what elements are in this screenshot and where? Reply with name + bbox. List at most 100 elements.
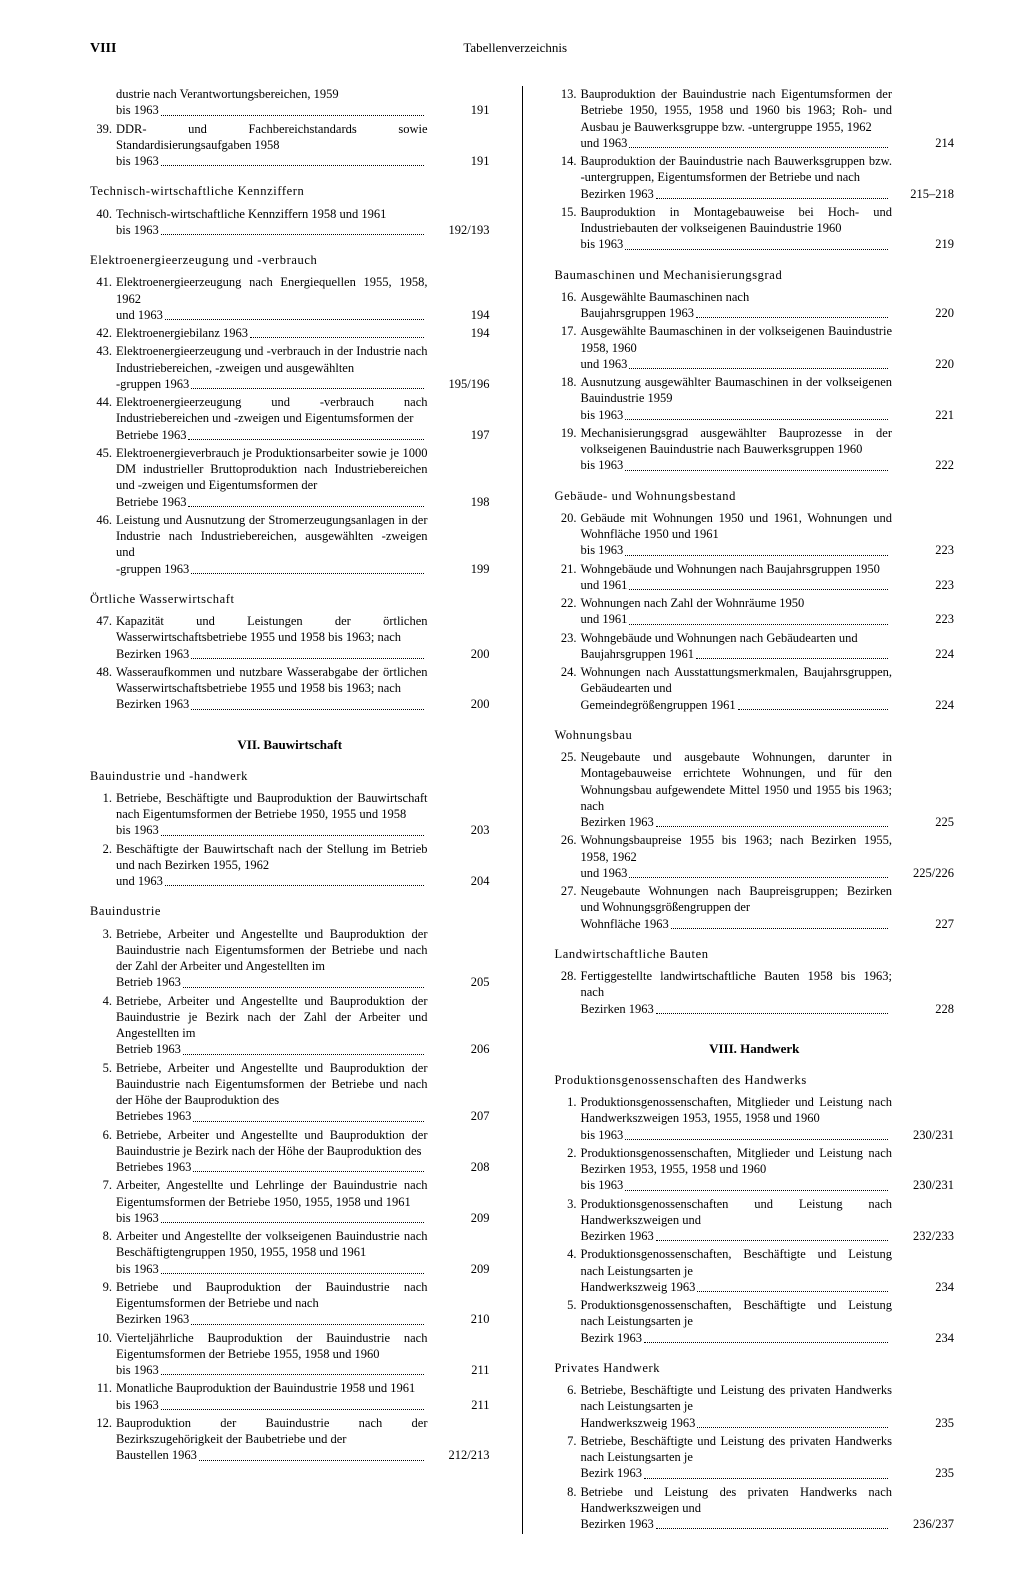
entry-number: 2. [90,841,116,857]
toc-entry: 48.Wasseraufkommen und nutzbare Wasserab… [90,664,490,713]
entry-text: Wohngebäude und Wohnungen nach Gebäudear… [581,630,893,646]
toc-entry: 15.Bauproduktion in Montagebauweise bei … [555,204,955,253]
entry-page: 220 [892,356,954,372]
entry-number: 14. [555,153,581,169]
entry-text: Wohnungsbaupreise 1955 bis 1963; nach Be… [581,832,893,865]
leader-dots [191,658,423,659]
toc-entry: 23.Wohngebäude und Wohnungen nach Gebäud… [555,630,955,663]
entry-page: 235 [892,1415,954,1431]
entry-text-tail: bis 1963 [116,1397,159,1413]
leader-dots [191,388,423,389]
entry-page: 225 [892,814,954,830]
toc-entry: 3.Betriebe, Arbeiter und Angestellte und… [90,926,490,991]
entry-number: 15. [555,204,581,220]
toc-entry: 45.Elektroenergieverbrauch je Produktion… [90,445,490,510]
leader-dots [183,987,424,988]
entry-page: 203 [428,822,490,838]
entry-text-tail: Betrieb 1963 [116,974,181,990]
entry-number: 7. [90,1177,116,1193]
subsection-title: Technisch-wirtschaftliche Kennziffern [90,183,490,199]
toc-entry: 25.Neugebaute und ausgebaute Wohnungen, … [555,749,955,830]
entry-text: Bauproduktion der Bauindustrie nach Bauw… [581,153,893,186]
entry-text: Produktionsgenossenschaften, Beschäftigt… [581,1297,893,1330]
toc-entry: 1.Betriebe, Beschäftigte und Bauprodukti… [90,790,490,839]
entry-page: 209 [428,1261,490,1277]
entry-page: 194 [428,325,490,341]
leader-dots [656,826,888,827]
header-title: Tabellenverzeichnis [463,40,567,58]
entry-text-tail: Bezirk 1963 [581,1330,642,1346]
entry-page: 234 [892,1330,954,1346]
entry-page: 205 [428,974,490,990]
entry-page: 210 [428,1311,490,1327]
entry-number: 39. [90,121,116,137]
entry-text-tail: und 1963 [581,865,628,881]
entry-page: 195/196 [428,376,490,392]
leader-dots [161,1273,424,1274]
entry-text-tail: und 1961 [581,611,628,627]
subsection-title: Bauindustrie und -handwerk [90,768,490,784]
entry-text: Vierteljährliche Bauproduktion der Bauin… [116,1330,428,1363]
entry-text: Wohnungen nach Ausstattungsmerkmalen, Ba… [581,664,893,697]
leader-dots [625,470,888,471]
entry-text-tail: bis 1963 [116,222,159,238]
toc-entry: 24.Wohnungen nach Ausstattungsmerkmalen,… [555,664,955,713]
entry-text: Bauproduktion der Bauindustrie nach Eige… [581,86,893,135]
columns-container: dustrie nach Verantwortungsbereichen, 19… [90,86,954,1534]
entry-text-tail: Gemeindegrößengruppen 1961 [581,697,736,713]
leader-dots [697,1427,888,1428]
leader-dots [644,1342,888,1343]
entry-number: 20. [555,510,581,526]
entry-text-tail: bis 1963 [116,1210,159,1226]
entry-number: 7. [555,1433,581,1449]
entry-number: 27. [555,883,581,899]
toc-entry: 44.Elektroenergieerzeugung und -verbrauc… [90,394,490,443]
entry-text-tail: Betriebe 1963 [116,494,186,510]
entry-page: 208 [428,1159,490,1175]
toc-entry: 41.Elektroenergieerzeugung nach Energieq… [90,274,490,323]
entry-number: 4. [555,1246,581,1262]
entry-page: 209 [428,1210,490,1226]
entry-number: 46. [90,512,116,528]
leader-dots [629,368,888,369]
leader-dots [656,1013,888,1014]
entry-page: 223 [892,611,954,627]
toc-entry: 18.Ausnutzung ausgewählter Baumaschinen … [555,374,955,423]
entry-page: 211 [428,1362,490,1378]
subsection-title: Wohnungsbau [555,727,955,743]
entry-text-tail: bis 1963 [116,822,159,838]
entry-text-tail: Betriebes 1963 [116,1108,191,1124]
entry-text: Kapazität und Leistungen der örtlichen W… [116,613,428,646]
entry-text-tail: Bezirken 1963 [116,696,189,712]
entry-text-tail: Betriebe 1963 [116,427,186,443]
column-divider [522,86,523,1534]
toc-entry: 7.Arbeiter, Angestellte und Lehrlinge de… [90,1177,490,1226]
toc-entry: 2.Produktionsgenossenschaften, Mitgliede… [555,1145,955,1194]
leader-dots [671,928,888,929]
entry-text: Arbeiter, Angestellte und Lehrlinge der … [116,1177,428,1210]
leader-dots [696,317,888,318]
entry-page: 211 [428,1397,490,1413]
entry-page: 215–218 [892,186,954,202]
entry-text: Wasseraufkommen und nutzbare Wasserabgab… [116,664,428,697]
leader-dots [188,439,423,440]
toc-entry: 8.Arbeiter und Angestellte der volkseige… [90,1228,490,1277]
entry-page: 194 [428,307,490,323]
toc-entry: 47.Kapazität und Leistungen der örtliche… [90,613,490,662]
subsection-title: Gebäude- und Wohnungsbestand [555,488,955,504]
entry-number: 22. [555,595,581,611]
entry-text-tail: Bezirk 1963 [581,1465,642,1481]
entry-page: 191 [428,153,490,169]
subsection-title: Baumaschinen und Mechanisierungsgrad [555,267,955,283]
entry-number: 18. [555,374,581,390]
entry-number: 23. [555,630,581,646]
leader-dots [738,709,888,710]
entry-text-tail: bis 1963 [116,1362,159,1378]
entry-text: Wohngebäude und Wohnungen nach Baujahrsg… [581,561,893,577]
entry-page: 224 [892,646,954,662]
entry-page: 197 [428,427,490,443]
entry-number: 8. [90,1228,116,1244]
toc-entry: 6.Betriebe, Arbeiter und Angestellte und… [90,1127,490,1176]
leader-dots [656,198,888,199]
entry-page: 222 [892,457,954,473]
